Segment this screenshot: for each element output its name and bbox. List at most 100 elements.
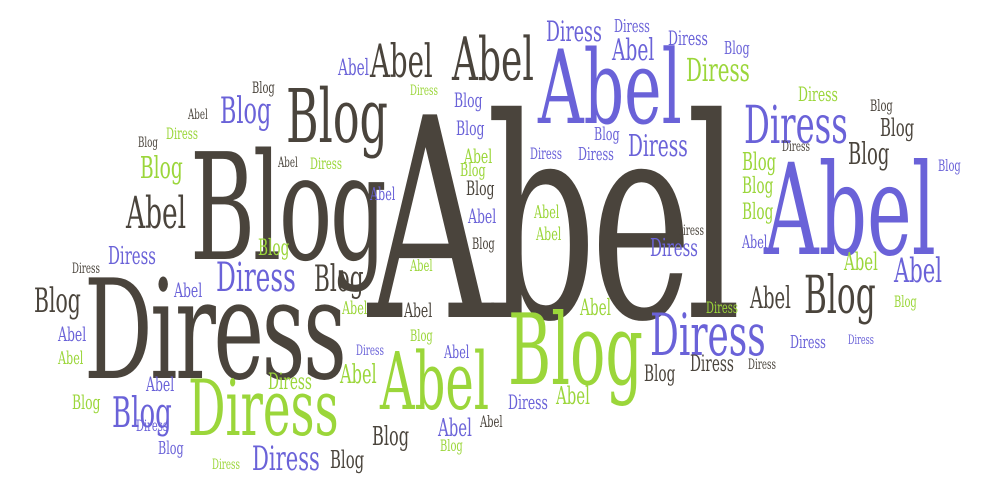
word-blog-blue-left: Blog	[112, 388, 172, 437]
word-blog-green-bottom: Blog	[440, 436, 463, 455]
word-blog-blue-center-3: Blog	[594, 124, 620, 145]
word-abel-green-center-low: Abel	[410, 256, 433, 275]
word-blog-green-lower-left: Blog	[72, 390, 101, 414]
word-abel-green-center-small: Abel	[534, 202, 560, 223]
word-diress-blue-top-right-2: Diress	[668, 26, 708, 50]
word-diress-green-top-right: Diress	[686, 51, 750, 89]
word-abel-blue-center-left: Abel	[370, 184, 396, 205]
word-diress-green-bottom: Diress	[212, 457, 240, 473]
word-diress-dark-right-tiny-2: Diress	[748, 357, 776, 373]
word-diress-blue-lower: Diress	[252, 439, 320, 479]
word-blog-dark-bottom: Blog	[330, 446, 365, 474]
word-diress-blue-upper-right: Diress	[744, 96, 848, 156]
word-diress-green-top-center: Diress	[410, 83, 438, 99]
word-blog-green-center-2: Blog	[460, 160, 486, 181]
word-blog-green-mid-low: Blog	[410, 326, 433, 345]
word-diress-blue-top-right-1: Diress	[614, 16, 650, 37]
word-diress-blue-center-3: Diress	[530, 144, 562, 163]
word-diress-green-small-top: Diress	[310, 154, 342, 173]
word-blog-green-right-3: Blog	[742, 200, 774, 225]
word-diress-green-upper-left: Diress	[166, 124, 198, 143]
word-blog-dark-right: Blog	[804, 266, 876, 326]
word-blog-dark-top: Blog	[286, 74, 388, 160]
word-blog-dark-right-tiny: Blog	[870, 96, 893, 115]
word-abel-green-right-small: Abel	[580, 296, 612, 321]
word-blog-blue-top-right: Blog	[724, 38, 750, 59]
word-abel-green-left-edge: Abel	[58, 348, 84, 369]
word-abel-blue-left-edge: Abel	[58, 322, 87, 346]
word-blog-green-center-left: Blog	[258, 236, 290, 261]
word-diress-blue-right-tiny: Diress	[848, 333, 874, 348]
word-abel-dark-right: Abel	[750, 281, 791, 316]
word-abel-hero: Abel	[368, 59, 741, 383]
word-blog-dark-upper-tiny: Blog	[252, 78, 275, 97]
word-blog-blue-center-top: Blog	[454, 88, 483, 112]
word-blog-large: Blog	[190, 122, 387, 294]
word-abel-blue-right-tiny: Abel	[742, 232, 768, 253]
word-blog-dark-right-2: Blog	[880, 114, 915, 142]
word-blog-blue-center-2: Blog	[456, 116, 485, 140]
word-diress-dark-right-small: Diress	[676, 223, 704, 239]
word-diress-large: Diress	[84, 250, 347, 411]
word-abel-green-right: Abel	[844, 248, 878, 276]
word-diress-green-lower: Diress	[268, 370, 312, 395]
word-blog-green-left: Blog	[140, 151, 183, 186]
word-abel-green-mid-low: Abel	[342, 298, 368, 319]
word-diress-blue-right-small: Diress	[790, 332, 826, 353]
word-abel-green-bottom: Abel	[556, 382, 590, 410]
word-abel-dark-left: Abel	[126, 188, 187, 239]
word-blog-green-right-2: Blog	[742, 174, 774, 199]
word-blog-blue-bottom-left: Blog	[158, 438, 184, 459]
word-abel-green-center: Abel	[380, 335, 490, 428]
word-diress-green: Diress	[188, 364, 339, 454]
word-blog-green-center: Blog	[508, 294, 644, 408]
word-blog-green-right-edge: Blog	[894, 292, 917, 311]
word-abel-blue-top: Abel	[538, 29, 682, 148]
word-diress-dark-small-left: Diress	[72, 261, 100, 277]
word-abel-blue-lower-left: Abel	[146, 372, 175, 396]
word-abel-blue-right-small: Abel	[894, 251, 942, 291]
word-diress-blue-center-2: Diress	[650, 234, 698, 262]
word-blog-green-right: Blog	[742, 148, 777, 176]
word-diress-dark-right-lower: Diress	[690, 352, 734, 377]
word-abel-blue-mid-low: Abel	[444, 342, 470, 363]
word-abel-dark-mid: Abel	[370, 34, 433, 88]
word-diress-blue-center-1: Diress	[628, 129, 688, 164]
word-blog-dark-upper-left: Blog	[138, 135, 158, 151]
word-abel-blue-upper: Abel	[338, 56, 370, 81]
word-diress-blue-bottom: Diress	[508, 390, 548, 414]
word-blog-dark-center-small: Blog	[466, 176, 495, 200]
word-abel-green-center-small-2: Abel	[536, 224, 562, 245]
word-abel-dark-small-top: Abel	[278, 155, 298, 171]
word-abel-blue-right: Abel	[764, 137, 936, 284]
word-blog-dark-right-small: Blog	[848, 137, 890, 172]
word-blog-blue-upper-left: Blog	[220, 91, 272, 132]
word-abel-green-lower: Abel	[340, 360, 377, 390]
word-abel-dark-upper-tiny: Abel	[188, 107, 208, 123]
word-abel-dark-top: Abel	[452, 25, 534, 95]
word-blog-blue-right-edge: Blog	[938, 156, 961, 175]
word-diress-blue-mid-low: Diress	[356, 343, 384, 359]
word-abel-blue-center-small: Abel	[468, 204, 497, 228]
word-abel-dark-bottom: Abel	[480, 412, 503, 431]
word-diress-blue-top: Diress	[546, 15, 602, 48]
word-diress-blue-right: Diress	[650, 301, 766, 369]
word-diress-green-right-1: Diress	[798, 82, 838, 106]
word-abel-dark-mid-low: Abel	[404, 298, 433, 322]
word-blog-dark-left-edge: Blog	[34, 281, 81, 321]
word-abel-green-center-1: Abel	[464, 144, 493, 168]
word-diress-green-right-small: Diress	[706, 298, 738, 317]
word-diress-blue-mid-left: Diress	[216, 255, 296, 301]
word-diress-blue-left: Diress	[108, 242, 156, 270]
word-abel-blue-lower-center: Abel	[174, 278, 203, 302]
word-blog-dark-bottom-2: Blog	[372, 422, 410, 452]
word-blog-dark-lower-center: Blog	[644, 362, 676, 387]
word-diress-dark-right-tiny: Diress	[782, 139, 810, 155]
word-abel-blue-bottom: Abel	[438, 414, 472, 442]
word-diress-blue-left-lower: Diress	[136, 416, 168, 435]
word-blog-dark-center: Blog	[314, 259, 364, 300]
word-diress-blue-center-4: Diress	[578, 144, 614, 165]
word-blog-dark-center-tiny: Blog	[472, 234, 495, 253]
word-abel-blue-top-small: Abel	[612, 33, 655, 68]
